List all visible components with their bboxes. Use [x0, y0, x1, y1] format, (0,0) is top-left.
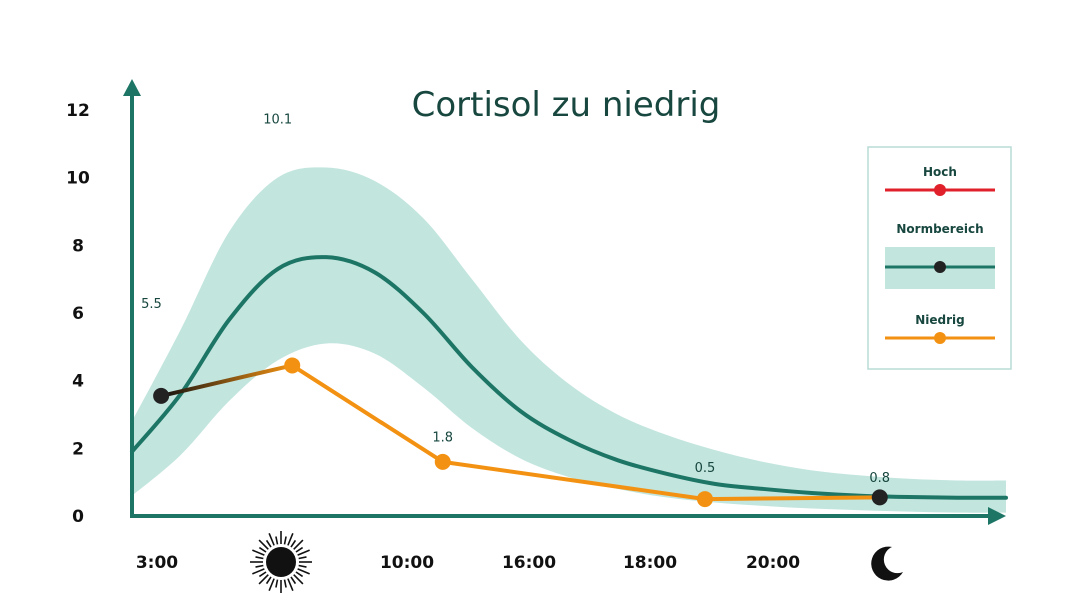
y-tick-label: 2 — [72, 439, 84, 459]
sun-ray — [295, 571, 304, 578]
y-tick-label: 6 — [72, 304, 84, 324]
sun-ray — [297, 568, 310, 575]
y-axis-ticks: 0 2 4 6 8 10 12 — [66, 101, 90, 527]
legend-marker — [934, 261, 946, 273]
measurement-segment — [702, 495, 882, 502]
sun-ray — [258, 574, 269, 585]
sun-ray — [295, 546, 304, 553]
normal-range-area — [132, 167, 1006, 513]
chart-axes — [123, 79, 1006, 525]
legend-marker — [934, 332, 946, 344]
sun-ray — [287, 533, 294, 546]
y-tick-label: 8 — [72, 236, 84, 256]
measurement-point — [153, 387, 170, 404]
sun-ray — [290, 539, 297, 548]
sun-ray — [268, 578, 275, 591]
measurement-point — [434, 453, 451, 470]
measurement-segment — [290, 363, 445, 464]
sun-icon — [250, 531, 312, 593]
sun-ray — [298, 556, 307, 560]
y-tick-label: 0 — [72, 507, 84, 527]
value-label: 1.8 — [432, 431, 453, 446]
measurement-point — [871, 489, 888, 506]
sun-ray — [265, 539, 272, 548]
value-label: 10.1 — [263, 113, 292, 128]
value-label: 0.5 — [695, 461, 716, 476]
sun-ray — [283, 579, 287, 588]
sun-ray — [255, 556, 264, 560]
sun-ray — [252, 549, 265, 556]
normal-range-band — [132, 167, 1006, 513]
x-tick-label: 16:00 — [502, 553, 556, 573]
legend-marker — [934, 184, 946, 196]
sun-ray — [252, 568, 265, 575]
moon-shape — [871, 546, 903, 581]
sun-ray — [258, 571, 267, 578]
x-axis-ticks: 3:00 10:00 16:00 18:00 20:00 — [136, 531, 903, 593]
sun-ray — [255, 564, 264, 568]
measurement-point — [696, 491, 713, 508]
legend-label: Hoch — [923, 165, 957, 179]
value-label: 0.8 — [869, 471, 890, 486]
sun-ray — [268, 533, 275, 546]
sun-ray — [283, 536, 287, 545]
x-tick-label: 18:00 — [623, 553, 677, 573]
sun-ray — [298, 564, 307, 568]
sun-ray — [293, 574, 304, 585]
sun-ray — [293, 539, 304, 550]
x-tick-label: 10:00 — [380, 553, 434, 573]
sun-ray — [287, 578, 294, 591]
moon-icon — [871, 546, 903, 581]
x-axis-arrow — [988, 507, 1006, 525]
sun-ray — [275, 579, 279, 588]
x-tick-label: 20:00 — [746, 553, 800, 573]
chart-title: Cortisol zu niedrig — [412, 85, 721, 125]
sun-ray — [297, 549, 310, 556]
sun-disc — [266, 547, 296, 577]
sun-ray — [275, 536, 279, 545]
value-annotations: 5.5 10.1 1.8 0.5 0.8 — [141, 113, 890, 487]
y-tick-label: 12 — [66, 101, 90, 121]
legend: Hoch Normbereich Niedrig — [867, 146, 1012, 370]
y-tick-label: 4 — [72, 372, 84, 392]
value-label: 5.5 — [141, 297, 162, 312]
legend-label: Normbereich — [896, 222, 983, 236]
sun-ray — [265, 576, 272, 585]
x-tick-label: 3:00 — [136, 553, 178, 573]
measurement-series — [153, 357, 888, 508]
y-tick-label: 10 — [66, 169, 90, 189]
y-axis-arrow — [123, 79, 141, 96]
sun-ray — [258, 539, 269, 550]
measurement-point — [284, 357, 301, 374]
legend-label: Niedrig — [915, 313, 965, 327]
measurement-segment — [440, 459, 707, 502]
sun-ray — [258, 546, 267, 553]
sun-ray — [290, 576, 297, 585]
measurement-segment — [159, 363, 295, 398]
